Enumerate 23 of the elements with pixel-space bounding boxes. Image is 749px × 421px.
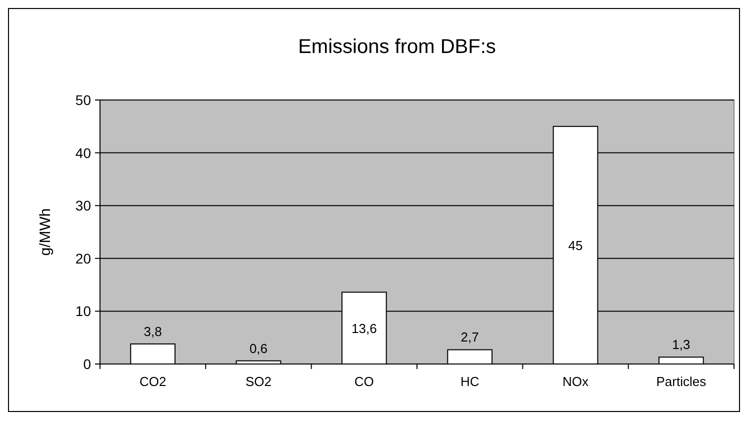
y-tick-label: 40 [75,144,92,161]
x-tick-label: CO [354,374,374,389]
y-tick-label: 10 [75,303,92,320]
data-label: 0,6 [249,340,268,356]
data-label: 2,7 [460,330,479,345]
data-label: 13,6 [352,321,377,336]
data-label: 45 [568,238,583,254]
data-label: 3,8 [144,324,162,339]
x-tick-label: CO2 [139,374,166,389]
y-tick-label: 0 [83,356,92,372]
y-axis-title: g/MWh [37,208,54,256]
bar [130,343,176,364]
y-tick-label: 30 [75,198,92,214]
x-tick-label: HC [460,374,480,389]
x-tick-label: SO2 [245,374,272,389]
bar [658,356,704,364]
x-tick-label: NOx [562,374,589,389]
x-tick-label: Particles [656,374,707,389]
chart-title: Emissions from DBF:s [298,36,496,58]
bar [447,349,493,364]
y-tick-label: 50 [75,92,92,108]
y-tick-label: 20 [75,250,92,266]
data-label: 1,3 [672,337,690,352]
